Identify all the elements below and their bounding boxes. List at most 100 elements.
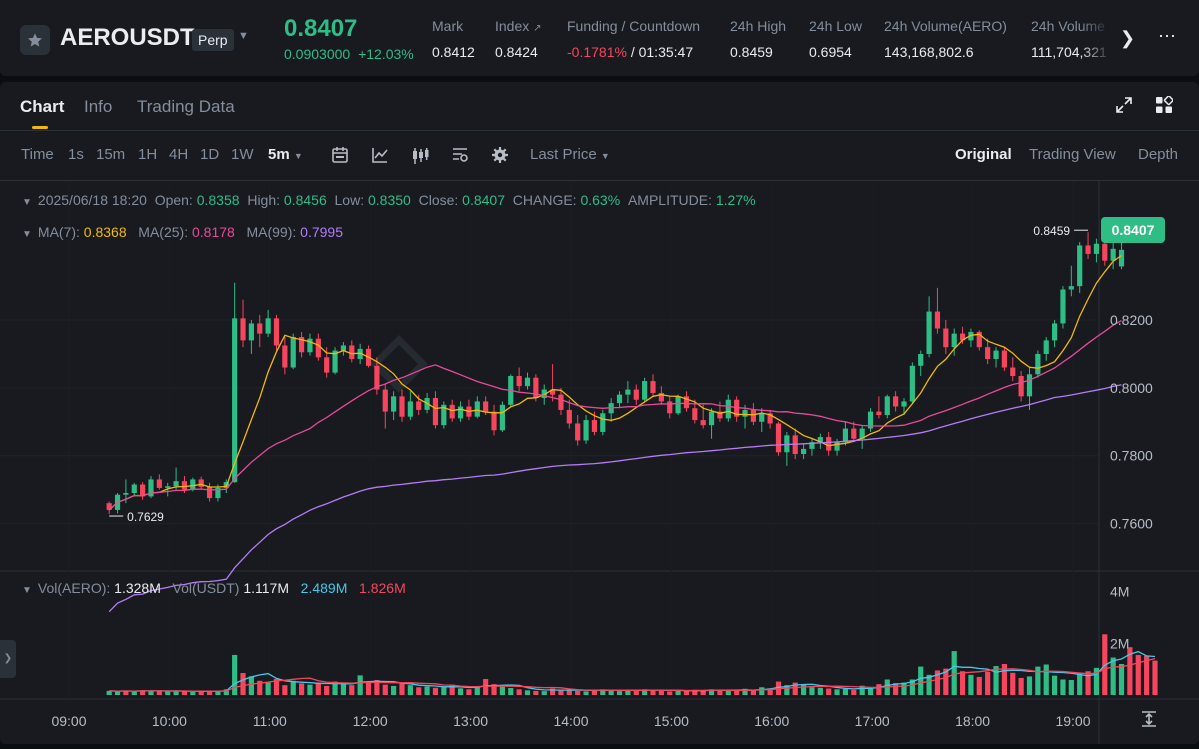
stat-index[interactable]: Index ↗ 0.8424 xyxy=(495,18,542,60)
volume-bar xyxy=(943,668,949,695)
candle-body xyxy=(282,345,288,368)
tab-chart[interactable]: Chart xyxy=(20,97,65,116)
symbol-name[interactable]: AEROUSDT xyxy=(60,24,195,51)
active-tab-indicator xyxy=(32,126,48,129)
x-tick-label: 12:00 xyxy=(353,713,388,729)
chevron-right-icon[interactable]: ❯ xyxy=(1120,28,1136,48)
candle-type-icon[interactable] xyxy=(411,146,429,164)
layout-grid-icon[interactable] xyxy=(1155,96,1173,114)
view-original[interactable]: Original xyxy=(955,146,1012,163)
stat-label: Funding / Countdown xyxy=(567,18,701,34)
candle-body xyxy=(633,389,639,400)
price-change: 0.0903000 +12.03% xyxy=(284,46,414,62)
volume-bar xyxy=(616,691,623,695)
legend-open: 0.8358 xyxy=(196,192,240,208)
watermark-logo xyxy=(370,335,428,393)
star-icon xyxy=(28,33,42,47)
volume-bar xyxy=(976,676,982,695)
candle-body xyxy=(859,428,865,439)
interval-4h[interactable]: 4H xyxy=(169,146,189,163)
legend-label: MA(25): xyxy=(138,224,189,240)
volume-bar xyxy=(382,684,388,695)
candle-body xyxy=(909,365,915,402)
volume-bar xyxy=(918,666,924,695)
interval-time[interactable]: Time xyxy=(21,146,54,163)
volume-bar xyxy=(951,651,957,695)
volume-bar xyxy=(725,690,731,695)
candlestick-chart[interactable]: 0.8459 0.7629 0.8200 0.8000 0.7800 0.7600 4M 2… xyxy=(0,181,1199,744)
caret-down-icon[interactable]: ▼ xyxy=(22,197,32,208)
candle-body xyxy=(257,323,263,334)
candle-body xyxy=(985,347,991,360)
caret-down-icon[interactable]: ▼ xyxy=(22,585,32,596)
volume-bar xyxy=(290,680,296,695)
interval-1s[interactable]: 1s xyxy=(68,146,84,163)
volume-bar xyxy=(483,678,489,695)
volume-bar xyxy=(273,678,280,695)
volume-bar xyxy=(466,689,472,695)
caret-down-icon[interactable]: ▼ xyxy=(238,30,249,42)
interval-15m[interactable]: 15m xyxy=(96,146,126,163)
tab-trading-data[interactable]: Trading Data xyxy=(137,97,235,116)
volume-bar xyxy=(340,683,347,695)
volume-bar xyxy=(1026,676,1033,695)
volume-bar xyxy=(734,690,740,695)
stat-value: 0.8459 xyxy=(730,44,773,60)
stat-value: 143,168,802.6 xyxy=(884,44,974,60)
volume-bar xyxy=(1068,680,1074,695)
favorite-star-button[interactable] xyxy=(20,25,50,55)
reset-scale-icon[interactable] xyxy=(1140,710,1158,728)
price-type-dropdown[interactable]: Last Price ▼ xyxy=(530,146,610,163)
x-tick-label: 19:00 xyxy=(1055,713,1090,729)
expand-icon[interactable] xyxy=(1115,96,1133,114)
volume-tick-label: 4M xyxy=(1110,584,1129,600)
volume-bar xyxy=(391,685,397,695)
volume-bar xyxy=(708,689,715,695)
side-panel-handle[interactable]: ❯ xyxy=(0,640,16,678)
indicator-icon[interactable] xyxy=(371,146,389,164)
candle-body xyxy=(1043,340,1049,354)
legend-label: Close: xyxy=(418,192,459,208)
tab-info[interactable]: Info xyxy=(84,97,113,116)
volume-bar xyxy=(232,654,238,695)
candle-body xyxy=(407,401,413,417)
interval-1h[interactable]: 1H xyxy=(138,146,158,163)
volume-bar xyxy=(282,685,288,695)
candle-body xyxy=(324,357,330,373)
candle-body xyxy=(893,396,899,407)
more-dots-icon[interactable]: ⋯ xyxy=(1158,26,1177,46)
interval-1d[interactable]: 1D xyxy=(200,146,220,163)
candle-body xyxy=(449,404,455,419)
volume-bar xyxy=(625,690,631,695)
x-tick-label: 13:00 xyxy=(453,713,488,729)
interval-active-dropdown[interactable]: 5m ▼ xyxy=(268,146,303,163)
template-icon[interactable] xyxy=(451,146,469,164)
volume-bar xyxy=(432,687,439,695)
candle-body xyxy=(650,381,656,393)
volume-bar xyxy=(1085,671,1091,695)
settings-icon[interactable] xyxy=(491,146,509,164)
candle-body xyxy=(591,420,598,432)
view-trading-view[interactable]: Trading View xyxy=(1029,146,1116,163)
stat-value: 0.8424 xyxy=(495,44,538,60)
ma99-line xyxy=(108,384,1122,613)
volume-bar xyxy=(307,684,313,695)
candle-body xyxy=(357,348,363,360)
interval-1w[interactable]: 1W xyxy=(231,146,254,163)
candle-body xyxy=(391,396,397,412)
view-depth[interactable]: Depth xyxy=(1138,146,1179,163)
calendar-icon[interactable] xyxy=(331,146,349,164)
candle-body xyxy=(717,411,723,419)
divider xyxy=(0,130,1199,131)
candle-body xyxy=(600,413,606,432)
volume-bar xyxy=(784,685,790,695)
caret-down-icon[interactable]: ▼ xyxy=(22,229,32,240)
volume-bar xyxy=(516,689,522,695)
y-tick-label: 0.7600 xyxy=(1110,516,1153,532)
volume-bar xyxy=(717,690,723,695)
candle-body xyxy=(131,484,137,493)
volume-bar xyxy=(449,684,455,695)
volume-bar xyxy=(968,674,974,695)
volume-bar xyxy=(206,691,213,695)
candle-body xyxy=(616,394,623,404)
